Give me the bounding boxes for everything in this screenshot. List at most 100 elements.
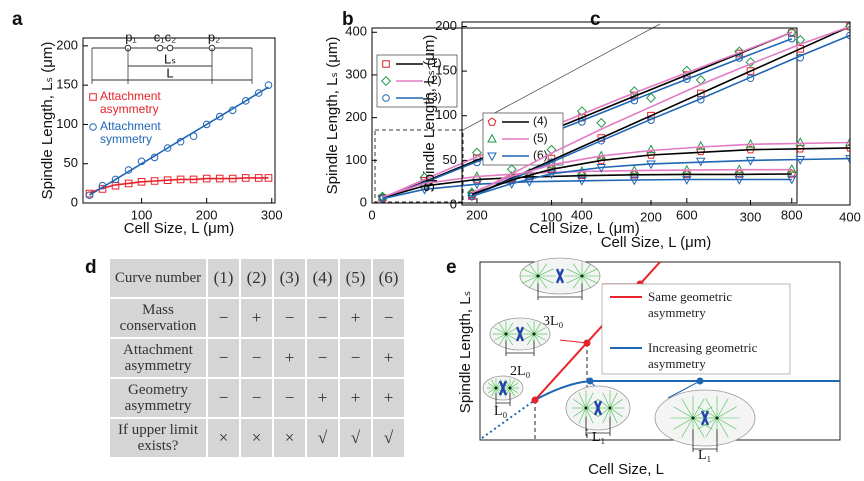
- table-cell: +: [305, 377, 340, 419]
- row-header: Mass conservation: [108, 297, 208, 339]
- data-point: [746, 145, 755, 154]
- spindle-fiber: [585, 398, 599, 409]
- y-tick-label: 150: [56, 77, 78, 92]
- pole: [580, 274, 584, 278]
- legend-label: (6): [533, 148, 548, 162]
- data-point: [596, 117, 607, 128]
- spindle-fiber: [609, 407, 623, 418]
- data-point: [796, 53, 805, 62]
- y-axis-title: Spindle Length, Lₛ (μm): [39, 42, 56, 200]
- legend-text: Increasing geometric asymmetry: [648, 340, 758, 371]
- spindle-fiber: [705, 398, 718, 419]
- table-cell: −: [338, 337, 373, 379]
- spindle-fiber: [528, 275, 539, 289]
- spindle-fiber: [491, 379, 497, 389]
- length-label: L₀: [494, 404, 508, 419]
- spindle-fiber: [494, 327, 507, 335]
- legend-label: (1): [427, 56, 442, 70]
- row-header: Geometry asymmetry: [108, 377, 208, 419]
- spindle-fiber: [495, 387, 501, 397]
- data-point: [467, 192, 477, 202]
- plot-area: [85, 81, 273, 199]
- fit-line: [382, 168, 792, 198]
- data-point: [846, 31, 850, 40]
- y-tick-label: 300: [345, 66, 367, 81]
- x-tick-label: 400: [839, 209, 861, 224]
- spindle-fiber: [537, 275, 554, 284]
- data-point: [202, 174, 211, 183]
- spindle-fiber: [505, 322, 514, 335]
- spindle-fiber: [597, 407, 611, 418]
- legend-label: (4): [533, 114, 548, 128]
- table-row: Mass conservation − + − − + −: [108, 297, 406, 339]
- spindle-fiber: [681, 398, 694, 419]
- fit-line: [382, 178, 792, 200]
- spindle-fiber: [505, 327, 518, 335]
- fit-line: [382, 37, 793, 200]
- y-tick-label: 100: [56, 116, 78, 131]
- spindle-fiber: [581, 268, 598, 277]
- table-row: If upper limit exists? × × × √ √ √: [108, 417, 406, 459]
- spindle-fiber: [491, 387, 497, 397]
- data-point: [189, 175, 198, 184]
- plot-frame: [461, 21, 851, 206]
- x-axis-title: Cell Size, L (μm): [529, 220, 640, 237]
- data-point: [646, 150, 656, 159]
- spindle-fiber: [533, 333, 546, 341]
- panel-label: b: [342, 9, 354, 30]
- y-tick-label: 0: [71, 194, 78, 209]
- spindle-fiber: [537, 275, 548, 289]
- spindle-fiber: [572, 275, 583, 289]
- legend-marker: [380, 75, 392, 87]
- table-cell: ×: [239, 417, 274, 459]
- chromosome: [498, 380, 508, 396]
- legend-text: Same geometric asymmetry: [648, 289, 733, 320]
- table-cell: ×: [272, 417, 307, 459]
- pole: [608, 406, 612, 410]
- spindle-fiber: [609, 407, 618, 424]
- spindle-fiber: [528, 263, 539, 277]
- pole: [532, 332, 536, 336]
- length-label: L₁: [698, 448, 711, 463]
- spindle-fiber: [581, 275, 598, 284]
- y-axis-title: Spindle Length, Lₛ (μm): [421, 35, 438, 193]
- spindle-fiber: [716, 417, 737, 430]
- x-axis-title: Cell Size, L (μm): [124, 220, 235, 237]
- data-point: [215, 112, 224, 121]
- row-header: Attachment asymmetry: [108, 337, 208, 379]
- spindle-fiber: [581, 263, 592, 277]
- data-point: [176, 137, 185, 146]
- panel-label: c: [590, 9, 601, 30]
- legend-text: Attachment symmetry: [100, 119, 161, 146]
- annotation-point: [156, 44, 164, 52]
- chromosome: [555, 268, 565, 284]
- plot-frame: [82, 37, 276, 204]
- pole: [584, 406, 588, 410]
- legend-marker: [382, 60, 390, 68]
- data-point: [228, 174, 237, 183]
- table-cell: +: [338, 377, 373, 419]
- data-point: [264, 174, 273, 182]
- spindle-fiber: [505, 333, 518, 341]
- data-point: [695, 140, 706, 150]
- table-cell: −: [371, 297, 406, 339]
- legend-label: (5): [533, 131, 548, 145]
- spindle-fiber: [573, 398, 587, 409]
- zoom-box: [374, 129, 464, 203]
- spindle-fiber: [716, 398, 729, 419]
- spindle-fiber: [505, 333, 514, 346]
- table-cell: √: [338, 417, 373, 459]
- pole: [715, 416, 719, 420]
- annotation: Lₛ: [164, 51, 176, 66]
- legend-label: (3): [427, 90, 442, 104]
- table-cell: −: [272, 297, 307, 339]
- legend-marker: [487, 133, 497, 143]
- spindle-fiber: [509, 379, 515, 389]
- data-point: [696, 146, 706, 156]
- data-point: [746, 74, 755, 82]
- x-tick-label: 200: [466, 207, 488, 222]
- spindle-fiber: [509, 387, 515, 397]
- legend-marker: [487, 152, 497, 162]
- panel-e: e Spindle Length, Lₛ Cell Size, L 3L₀ 2L…: [446, 257, 841, 478]
- table-row: Attachment asymmetry − − + − − +: [108, 337, 406, 379]
